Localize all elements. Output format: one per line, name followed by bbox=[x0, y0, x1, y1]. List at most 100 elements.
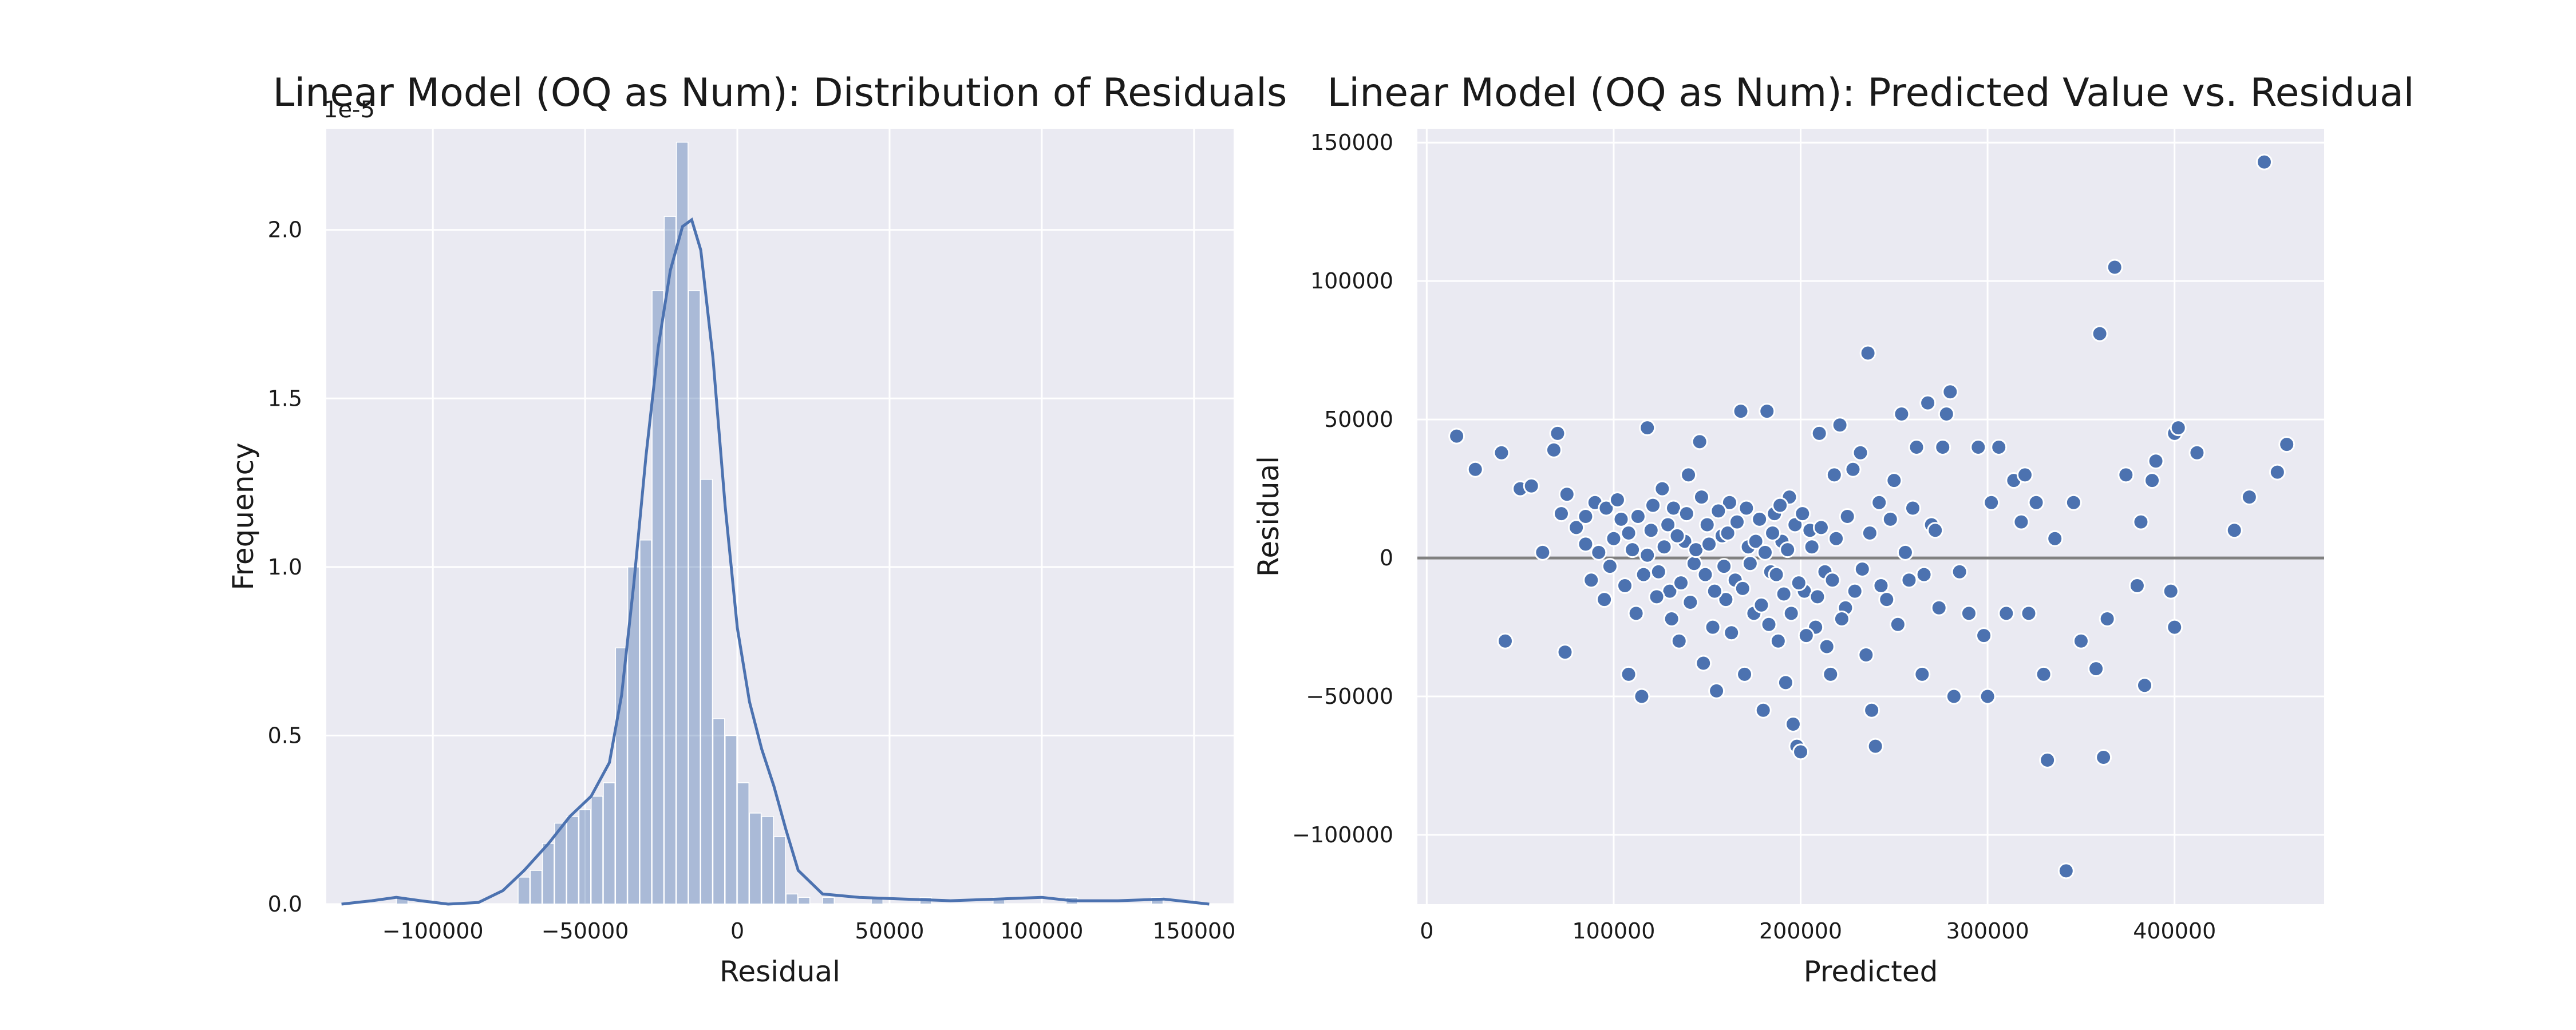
y-tick-label: 1.0 bbox=[268, 554, 302, 580]
scatter-point bbox=[1697, 566, 1714, 583]
scatter-point bbox=[1493, 444, 1510, 461]
x-tick-label: 0 bbox=[1420, 918, 1433, 944]
scatter-x-tick-labels: 0 100000 200000 300000 400000 bbox=[1420, 918, 2216, 944]
scatter-point bbox=[1663, 611, 1680, 628]
scatter-point bbox=[1824, 572, 1841, 589]
y-tick-label: −50000 bbox=[1306, 684, 1393, 709]
scatter-point bbox=[1704, 619, 1721, 636]
x-tick-label: 100000 bbox=[1000, 918, 1083, 944]
x-tick-label: −100000 bbox=[382, 918, 484, 944]
scatter-point bbox=[1979, 688, 1996, 705]
scatter-point bbox=[1717, 591, 1735, 608]
scatter-point bbox=[1678, 505, 1695, 522]
histogram-bar bbox=[725, 735, 737, 905]
scatter-point bbox=[1732, 403, 1749, 420]
scatter-point bbox=[1654, 480, 1671, 497]
histogram-y-tick-labels: 0.0 0.5 1.0 1.5 2.0 bbox=[268, 217, 302, 917]
scatter-point bbox=[2128, 577, 2146, 594]
scatter-point bbox=[1846, 583, 1863, 600]
scatter-point bbox=[1633, 688, 1650, 705]
scatter-point bbox=[1617, 577, 1634, 594]
histogram-bar bbox=[590, 795, 603, 905]
scatter-point bbox=[1751, 510, 1768, 528]
histogram-bar bbox=[993, 897, 1005, 905]
x-tick-label: −50000 bbox=[542, 918, 629, 944]
scatter-point bbox=[2035, 665, 2052, 683]
scatter-point bbox=[1951, 563, 1968, 580]
scatter-point bbox=[1839, 508, 1856, 525]
y-tick-label: −100000 bbox=[1292, 822, 1393, 847]
y-tick-label: 0 bbox=[1380, 545, 1393, 571]
scatter-point bbox=[2162, 583, 2179, 600]
scatter-point bbox=[2132, 513, 2150, 530]
scatter-point bbox=[1545, 441, 1562, 458]
scatter-point bbox=[1695, 655, 1712, 672]
scatter-point bbox=[1598, 500, 1615, 517]
scatter-point bbox=[1556, 644, 1574, 661]
scatter-chart: 0 100000 200000 300000 400000 −100000 −50000 0… bbox=[1252, 70, 2415, 988]
scatter-point bbox=[1818, 638, 1835, 655]
scatter-gridlines bbox=[1417, 129, 2324, 904]
histogram-bar bbox=[737, 782, 750, 905]
histogram-bar bbox=[822, 897, 835, 905]
scatter-point bbox=[1794, 505, 1811, 522]
scatter-point bbox=[1747, 533, 1764, 550]
scatter-point bbox=[1784, 715, 1801, 732]
scatter-point bbox=[1596, 591, 1613, 608]
scatter-point bbox=[2226, 522, 2243, 539]
histogram-bars bbox=[396, 141, 1164, 905]
scatter-point bbox=[2099, 611, 2116, 628]
scatter-point bbox=[1448, 427, 1465, 445]
scatter-point bbox=[1844, 461, 1862, 478]
scatter-point bbox=[1783, 605, 1800, 622]
x-tick-label: 400000 bbox=[2133, 918, 2216, 944]
scatter-point bbox=[1738, 500, 1755, 517]
scatter-point bbox=[1549, 425, 1566, 442]
scatter-x-axis-label: Predicted bbox=[1804, 955, 1938, 988]
scatter-point bbox=[1708, 682, 1725, 699]
scatter-point bbox=[1914, 665, 1931, 683]
x-tick-label: 200000 bbox=[1759, 918, 1842, 944]
scatter-point bbox=[1627, 605, 1645, 622]
scatter-point bbox=[1685, 555, 1702, 572]
scatter-point bbox=[2028, 494, 2045, 511]
scatter-point bbox=[1764, 525, 1781, 542]
scatter-point bbox=[1886, 472, 1903, 489]
scatter-y-axis-label: Residual bbox=[1252, 456, 1285, 577]
scatter-point bbox=[1723, 624, 1740, 641]
scatter-point bbox=[1867, 738, 1884, 755]
scatter-point bbox=[1736, 665, 1753, 683]
scatter-point bbox=[1755, 702, 1772, 719]
scatter-point bbox=[1833, 611, 1850, 628]
scatter-point bbox=[1871, 494, 1888, 511]
scatter-point bbox=[1930, 599, 1947, 616]
scatter-point bbox=[1897, 544, 1914, 561]
scatter-point bbox=[2188, 444, 2206, 461]
scatter-point bbox=[1803, 538, 1820, 556]
scatter-point bbox=[2088, 660, 2105, 678]
y-tick-label: 0.5 bbox=[268, 723, 302, 748]
scatter-point bbox=[2269, 464, 2286, 481]
scatter-point bbox=[2095, 749, 2112, 766]
scatter-point bbox=[1792, 743, 1809, 760]
scatter-point bbox=[1734, 580, 1751, 597]
scatter-point bbox=[1558, 486, 1575, 503]
scatter-point bbox=[1620, 525, 1637, 542]
scatter-point bbox=[1552, 505, 1570, 522]
scatter-point bbox=[1721, 494, 1738, 511]
histogram-plot-area bbox=[326, 129, 1234, 904]
histogram-bar bbox=[700, 478, 713, 905]
scatter-point bbox=[1777, 674, 1794, 691]
scatter-point bbox=[2065, 494, 2082, 511]
scatter-point bbox=[1970, 439, 1987, 456]
scatter-point bbox=[1878, 591, 1895, 608]
scatter-point bbox=[1775, 585, 1792, 603]
x-tick-label: 100000 bbox=[1572, 918, 1655, 944]
scatter-point bbox=[1859, 344, 1876, 362]
scatter-point bbox=[1650, 563, 1667, 580]
histogram-gridlines bbox=[326, 129, 1234, 905]
scatter-point bbox=[1945, 688, 1962, 705]
scatter-point bbox=[1998, 605, 2015, 622]
histogram-bar bbox=[749, 813, 762, 905]
scatter-point bbox=[1706, 583, 1723, 600]
